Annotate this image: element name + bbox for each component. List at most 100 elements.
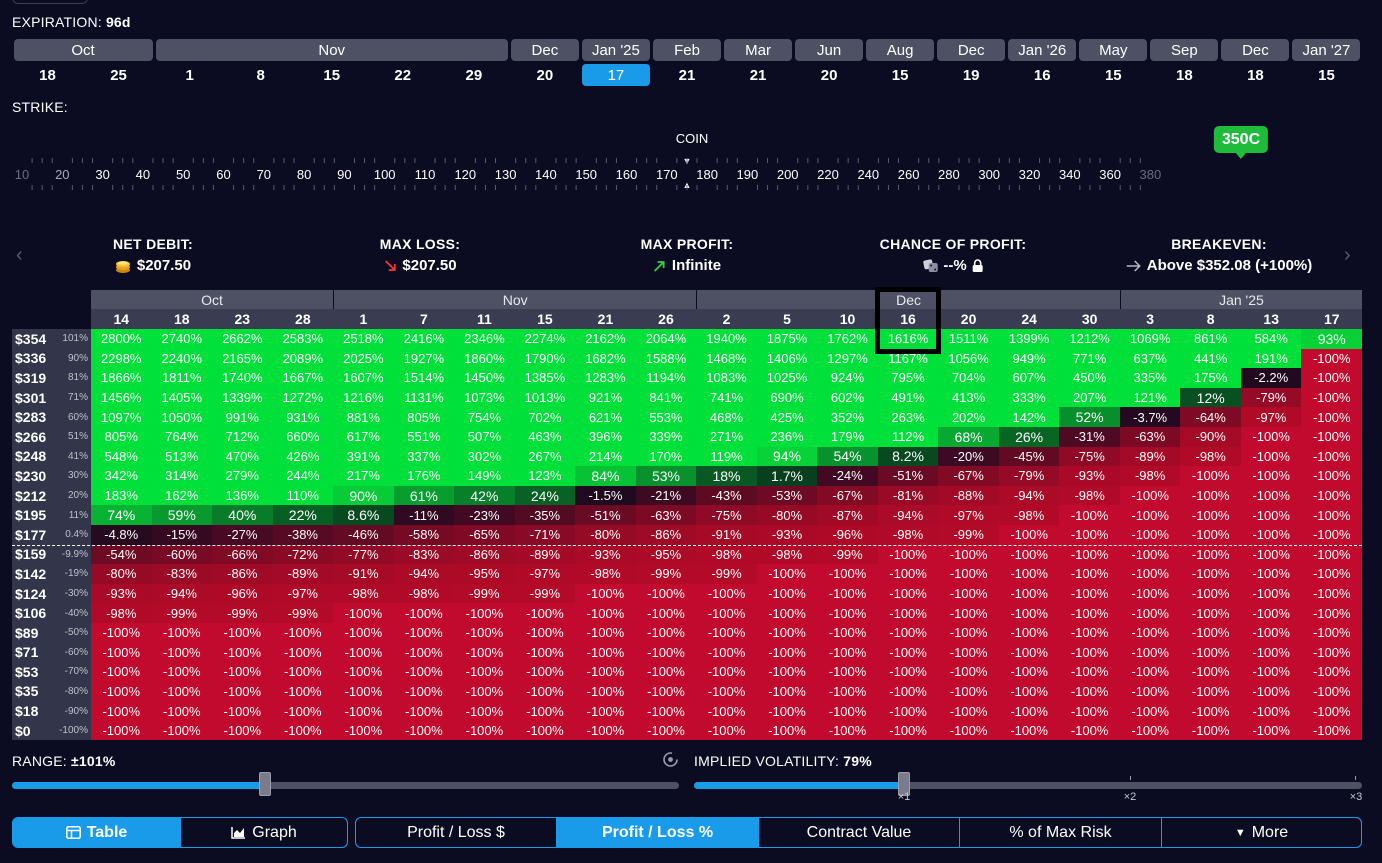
table-cell[interactable]: 176%: [393, 466, 455, 486]
table-cell[interactable]: 335%: [1119, 368, 1181, 388]
table-cell[interactable]: -93%: [91, 583, 152, 604]
table-cell[interactable]: 931%: [272, 407, 334, 427]
table-cell[interactable]: 1194%: [635, 368, 697, 388]
table-cell[interactable]: 12%: [1180, 387, 1241, 408]
table-cell[interactable]: 1667%: [272, 368, 334, 388]
table-cell[interactable]: 391%: [333, 446, 394, 467]
expiration-day-15[interactable]: 15: [1104, 66, 1122, 84]
table-cell[interactable]: -95%: [454, 564, 515, 584]
table-cell[interactable]: -100%: [151, 720, 213, 741]
table-cell[interactable]: -100%: [272, 662, 334, 682]
table-cell[interactable]: -94%: [998, 485, 1060, 506]
table-cell[interactable]: 2240%: [151, 348, 213, 369]
table-cell[interactable]: -100%: [1301, 564, 1362, 584]
expiration-month-12[interactable]: Dec: [1221, 39, 1290, 61]
expiration-month-9[interactable]: Jan '26: [1008, 39, 1077, 61]
table-cell[interactable]: 217%: [333, 466, 394, 486]
table-cell[interactable]: -100%: [1180, 720, 1241, 741]
table-cell[interactable]: -98%: [756, 544, 818, 565]
expiration-month-7[interactable]: Aug: [866, 39, 935, 61]
table-cell[interactable]: -100%: [1240, 544, 1302, 565]
table-cell[interactable]: 1212%: [1059, 329, 1120, 349]
stats-prev-arrow-icon[interactable]: ‹: [16, 244, 23, 266]
table-cell[interactable]: -100%: [575, 622, 636, 643]
table-cell[interactable]: -99%: [454, 583, 515, 604]
table-cell[interactable]: -100%: [1059, 524, 1120, 545]
table-cell[interactable]: -96%: [212, 583, 273, 604]
table-cell[interactable]: -100%: [575, 662, 636, 682]
table-cell[interactable]: -98%: [91, 603, 152, 623]
table-cell[interactable]: -100%: [514, 662, 576, 682]
table-cell[interactable]: -100%: [1180, 622, 1241, 643]
table-cell[interactable]: -100%: [696, 642, 757, 663]
table-cell[interactable]: -100%: [635, 642, 697, 663]
table-cell[interactable]: 2662%: [212, 329, 273, 349]
table-cell[interactable]: -100%: [1119, 524, 1181, 545]
table-cell[interactable]: -100%: [212, 622, 273, 643]
table-cell[interactable]: -100%: [635, 701, 697, 721]
table-cell[interactable]: -11%: [393, 505, 455, 525]
table-cell[interactable]: -100%: [1119, 622, 1181, 643]
table-cell[interactable]: 2346%: [454, 329, 515, 349]
table-cell[interactable]: -100%: [1301, 662, 1362, 682]
table-cell[interactable]: -100%: [756, 622, 818, 643]
table-cell[interactable]: -100%: [877, 544, 939, 565]
table-cell[interactable]: -100%: [333, 662, 394, 682]
table-cell[interactable]: -100%: [393, 662, 455, 682]
table-cell[interactable]: -43%: [696, 485, 757, 506]
table-cell[interactable]: -83%: [393, 544, 455, 565]
table-cell[interactable]: -100%: [151, 622, 213, 643]
table-view-button[interactable]: Table: [13, 818, 181, 847]
table-cell[interactable]: -100%: [1301, 466, 1362, 486]
table-cell[interactable]: 463%: [514, 426, 576, 447]
table-cell[interactable]: -87%: [817, 505, 878, 525]
table-cell[interactable]: 1607%: [333, 368, 394, 388]
table-cell[interactable]: -71%: [514, 524, 576, 545]
table-cell[interactable]: 660%: [272, 426, 334, 447]
table-cell[interactable]: -100%: [817, 701, 878, 721]
table-cell[interactable]: -100%: [1180, 524, 1241, 545]
table-cell[interactable]: -100%: [393, 622, 455, 643]
table-cell[interactable]: 617%: [333, 426, 394, 447]
table-cell[interactable]: -100%: [998, 544, 1060, 565]
table-cell[interactable]: 1762%: [817, 329, 878, 349]
table-cell[interactable]: -100%: [393, 681, 455, 702]
table-cell[interactable]: 1511%: [938, 329, 999, 349]
table-cell[interactable]: -100%: [1301, 622, 1362, 643]
table-cell[interactable]: 1050%: [151, 407, 213, 427]
table-cell[interactable]: 1514%: [393, 368, 455, 388]
table-cell[interactable]: 513%: [151, 446, 213, 467]
table-cell[interactable]: -100%: [1180, 583, 1241, 604]
table-cell[interactable]: -100%: [1059, 583, 1120, 604]
table-cell[interactable]: -80%: [575, 524, 636, 545]
table-cell[interactable]: 1025%: [756, 368, 818, 388]
table-cell[interactable]: 468%: [696, 407, 757, 427]
table-cell[interactable]: 426%: [272, 446, 334, 467]
table-cell[interactable]: -100%: [998, 642, 1060, 663]
table-cell[interactable]: -99%: [817, 544, 878, 565]
table-cell[interactable]: 602%: [817, 387, 878, 408]
table-cell[interactable]: 136%: [212, 485, 273, 506]
table-cell[interactable]: -98%: [393, 583, 455, 604]
table-cell[interactable]: -100%: [1119, 642, 1181, 663]
graph-view-button[interactable]: Graph: [181, 818, 347, 847]
expiration-month-5[interactable]: Mar: [724, 39, 793, 61]
table-cell[interactable]: -100%: [1119, 583, 1181, 604]
table-cell[interactable]: -100%: [333, 622, 394, 643]
table-cell[interactable]: -100%: [817, 662, 878, 682]
table-cell[interactable]: 42%: [454, 485, 515, 506]
table-cell[interactable]: -100%: [1180, 681, 1241, 702]
expiration-month-6[interactable]: Jun: [795, 39, 864, 61]
expiration-day-0[interactable]: 18: [39, 66, 56, 84]
table-cell[interactable]: -81%: [877, 485, 939, 506]
table-cell[interactable]: -100%: [938, 642, 999, 663]
table-cell[interactable]: 991%: [212, 407, 273, 427]
table-cell[interactable]: 861%: [1180, 329, 1241, 349]
table-cell[interactable]: -100%: [938, 662, 999, 682]
table-cell[interactable]: -86%: [212, 564, 273, 584]
table-cell[interactable]: -100%: [393, 642, 455, 663]
table-cell[interactable]: 162%: [151, 485, 213, 506]
table-cell[interactable]: -100%: [938, 564, 999, 584]
table-cell[interactable]: -100%: [1180, 662, 1241, 682]
table-cell[interactable]: 1456%: [91, 387, 152, 408]
